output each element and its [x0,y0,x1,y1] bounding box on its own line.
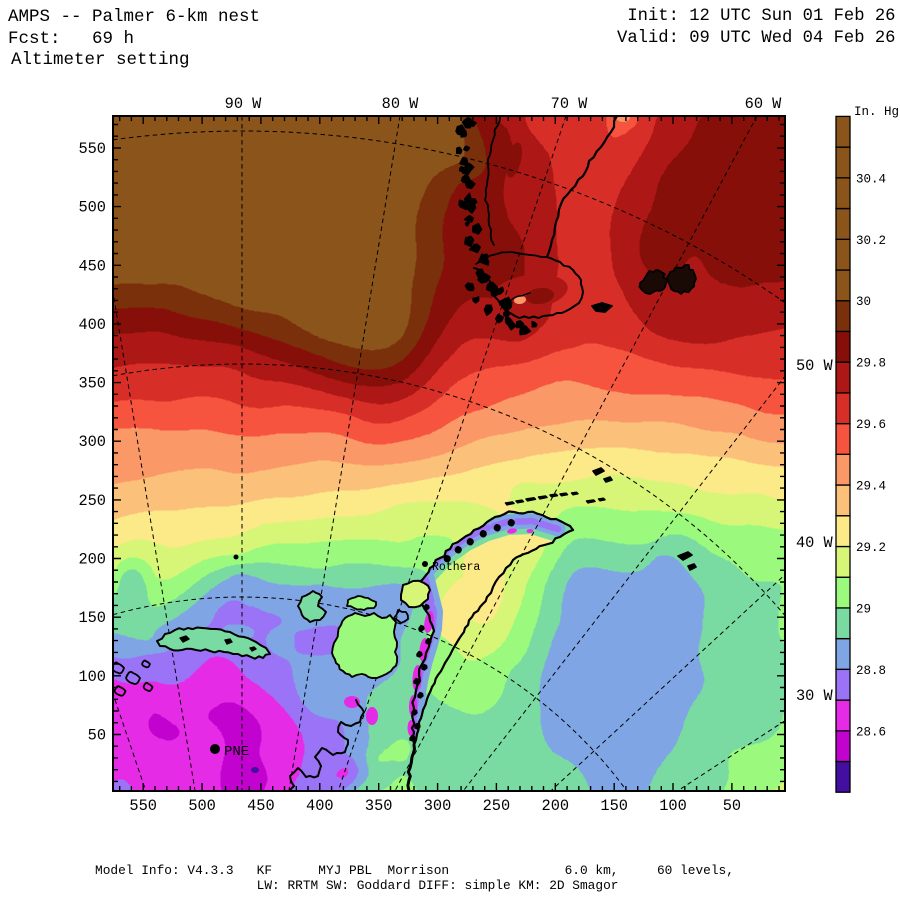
svg-text:450: 450 [247,797,275,815]
svg-text:50 W: 50 W [796,357,834,375]
svg-text:100: 100 [78,668,106,686]
svg-text:28.8: 28.8 [856,664,886,678]
svg-text:60 W: 60 W [745,95,783,113]
svg-text:150: 150 [78,609,106,627]
svg-text:Rothera: Rothera [432,561,480,574]
svg-text:200: 200 [78,551,106,569]
svg-text:70 W: 70 W [551,95,589,113]
svg-text:29: 29 [856,602,871,616]
svg-text:50: 50 [723,797,741,815]
svg-text:30 W: 30 W [796,687,834,705]
svg-text:50: 50 [88,727,106,745]
svg-text:29.8: 29.8 [856,357,886,371]
svg-text:80 W: 80 W [382,95,420,113]
svg-text:300: 300 [424,797,452,815]
svg-text:40 W: 40 W [796,534,834,552]
svg-text:In. Hg: In. Hg [854,105,899,119]
svg-text:28.6: 28.6 [856,725,886,739]
svg-text:29.2: 29.2 [856,541,886,555]
svg-text:29.4: 29.4 [856,480,886,494]
svg-text:350: 350 [365,797,393,815]
svg-text:400: 400 [306,797,334,815]
svg-text:PNE: PNE [224,744,249,760]
svg-text:400: 400 [78,316,106,334]
svg-text:90 W: 90 W [225,95,263,113]
svg-text:250: 250 [78,492,106,510]
svg-text:100: 100 [659,797,687,815]
svg-text:450: 450 [78,257,106,275]
svg-text:30.4: 30.4 [856,172,886,186]
svg-text:29.6: 29.6 [856,418,886,432]
svg-text:550: 550 [129,797,157,815]
svg-text:30.2: 30.2 [856,234,886,248]
svg-text:300: 300 [78,433,106,451]
svg-text:200: 200 [542,797,570,815]
svg-text:30: 30 [856,295,871,309]
svg-text:250: 250 [483,797,511,815]
svg-text:150: 150 [600,797,628,815]
svg-text:350: 350 [78,375,106,393]
svg-text:550: 550 [78,140,106,158]
svg-text:500: 500 [78,199,106,217]
svg-text:500: 500 [188,797,216,815]
